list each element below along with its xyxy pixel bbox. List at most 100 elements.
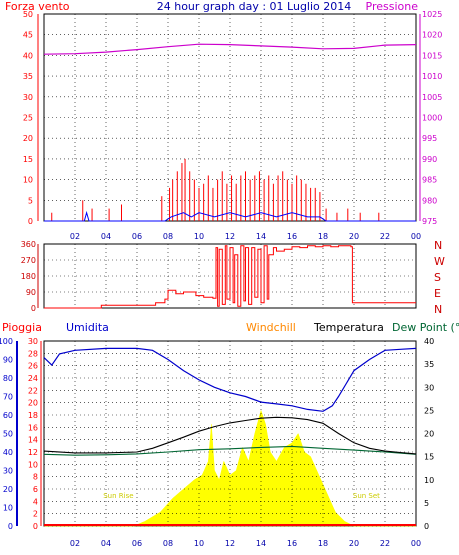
rain-y-tick-label: 10 [28,460,38,469]
humidity-y-tick-label: 100 [0,337,13,346]
rain-y-tick-label: 22 [28,386,38,395]
pressure-y-tick-label: 990 [422,155,437,164]
rain-y-tick-label: 20 [28,399,38,408]
x-tick-label: 22 [380,232,390,241]
compass-label: E [434,287,441,300]
pressure-y-tick-label: 1000 [422,114,442,123]
x-tick-label: 00 [411,232,421,241]
x-tick-label: 18 [318,232,328,241]
temp-y-tick-label: 0 [424,522,429,531]
x-tick-label: 12 [225,539,235,548]
compass-label: S [434,271,441,284]
x-tick-label: 20 [349,232,359,241]
x-tick-label: 16 [287,232,297,241]
x-tick-label: 18 [318,539,328,548]
direction-y-tick-label: 360 [21,240,36,249]
wind-y-tick-label: 50 [23,10,33,19]
rain-y-tick-label: 28 [28,349,38,358]
header-title: 24 hour graph day : 01 Luglio 2014 [157,0,352,13]
wind-direction-line [44,245,416,309]
humidity-line [43,347,417,412]
rain-y-tick-label: 8 [33,473,38,482]
legend-umidita: Umidita [66,321,109,334]
pressure-y-tick-label: 1010 [422,72,442,81]
x-tick-label: 20 [349,539,359,548]
temp-y-tick-label: 15 [424,453,434,462]
humidity-y-tick-label: 60 [3,411,13,420]
wind-pressure-panel: 0510152025303540455097598098599099510001… [23,10,443,241]
humidity-y-tick-label: 80 [3,374,13,383]
rain-y-tick-label: 26 [28,362,38,371]
rain-y-tick-label: 0 [33,522,38,531]
legend-temperatura: Temperatura [313,321,384,334]
x-tick-label: 00 [411,539,421,548]
humidity-y-tick-label: 30 [3,467,13,476]
direction-y-tick-label: 0 [31,304,36,313]
humidity-y-tick-label: 70 [3,393,13,402]
temp-y-tick-label: 30 [424,383,434,392]
x-tick-label: 02 [70,539,80,548]
temp-y-tick-label: 25 [424,406,434,415]
legend-dewpoint: Dew Point (°C [392,321,459,334]
dewpoint-line [43,445,417,456]
humidity-y-tick-label: 10 [3,504,13,513]
x-tick-label: 22 [380,539,390,548]
wind-gust-line [44,210,416,222]
x-tick-label: 12 [225,232,235,241]
pressure-y-tick-label: 975 [422,217,437,226]
rain-y-tick-label: 18 [28,411,38,420]
wind-y-tick-label: 15 [23,155,33,164]
rain-y-tick-label: 6 [33,485,38,494]
humidity-y-tick-label: 40 [3,448,13,457]
compass-label: N [434,303,442,316]
pressure-line [43,43,417,55]
temp-y-tick-label: 20 [424,430,434,439]
rain-y-tick-label: 16 [28,423,38,432]
header-right-label: Pressione [366,0,419,13]
legend-windchill: Windchill [246,321,296,334]
wind-y-tick-label: 45 [23,31,33,40]
rain-y-tick-label: 24 [28,374,38,383]
rain-y-tick-label: 14 [28,436,38,445]
rain-y-tick-label: 2 [33,510,38,519]
x-tick-label: 08 [163,539,173,548]
temp-y-tick-label: 35 [424,360,434,369]
rain-y-tick-label: 30 [28,337,38,346]
legend-pioggia: Pioggia [2,321,42,334]
rain-y-tick-label: 4 [33,497,38,506]
x-tick-label: 06 [132,539,142,548]
compass-label: W [434,255,445,268]
pressure-y-tick-label: 1025 [422,10,442,19]
wind-y-tick-label: 35 [23,72,33,81]
x-tick-label: 04 [101,232,111,241]
wind-y-tick-label: 20 [23,134,33,143]
wind-y-tick-label: 30 [23,93,33,102]
wind-y-tick-label: 40 [23,51,33,60]
x-tick-label: 10 [194,539,204,548]
direction-y-tick-label: 270 [21,256,36,265]
humidity-y-tick-label: 90 [3,356,13,365]
pressure-y-tick-label: 985 [422,176,437,185]
pressure-y-tick-label: 995 [422,134,437,143]
rain-y-tick-label: 12 [28,448,38,457]
x-tick-label: 08 [163,232,173,241]
pressure-y-tick-label: 1020 [422,31,442,40]
direction-y-tick-label: 180 [21,272,36,281]
wind-y-tick-label: 10 [23,176,33,185]
humidity-y-tick-label: 20 [3,485,13,494]
header-left-label: Forza vento [5,0,70,13]
pressure-y-tick-label: 980 [422,196,437,205]
humidity-y-tick-label: 0 [8,522,13,531]
temp-humidity-panel: 0246810121416182022242628300102030405060… [0,337,434,548]
wind-y-tick-label: 5 [28,196,33,205]
temperature-line [43,416,417,455]
compass-label: N [434,239,442,252]
temp-y-tick-label: 40 [424,337,434,346]
pressure-y-tick-label: 1015 [422,51,442,60]
sunset-label: Sun Set [353,492,380,500]
x-tick-label: 10 [194,232,204,241]
humidity-y-tick-label: 50 [3,430,13,439]
sunrise-label: Sun Rise [103,492,133,500]
